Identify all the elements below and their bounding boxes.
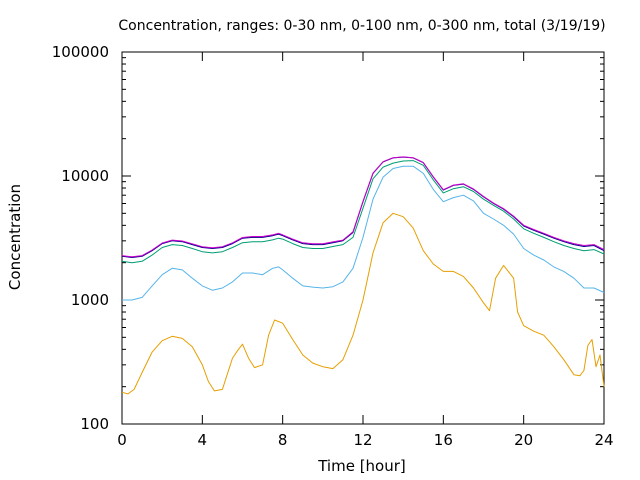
chart-title: Concentration, ranges: 0-30 nm, 0-100 nm…	[118, 18, 605, 34]
x-tick-label: 20	[514, 431, 533, 449]
x-tick-label: 8	[278, 431, 288, 449]
x-tick-label: 24	[594, 431, 613, 449]
series-line-3	[121, 160, 605, 264]
x-tick-label: 16	[434, 431, 453, 449]
x-tick-label: 12	[353, 431, 372, 449]
x-tick-label: 0	[117, 431, 127, 449]
series-line-2	[122, 165, 605, 301]
series-line-5	[121, 156, 605, 258]
y-tick-label: 10000	[61, 167, 109, 185]
x-axis-label: Time [hour]	[317, 457, 406, 475]
y-tick-label: 1000	[71, 291, 109, 309]
y-tick-label: 100	[80, 415, 109, 433]
y-axis: 100 1000 10000 100000	[52, 43, 604, 433]
y-axis-label: Concentration	[6, 184, 24, 290]
series-layer	[121, 156, 605, 395]
series-line-1	[121, 212, 605, 395]
y-tick-label: 100000	[52, 43, 109, 61]
x-axis: 0 4 8 12 16 20 24	[117, 52, 614, 449]
x-tick-label: 4	[198, 431, 208, 449]
